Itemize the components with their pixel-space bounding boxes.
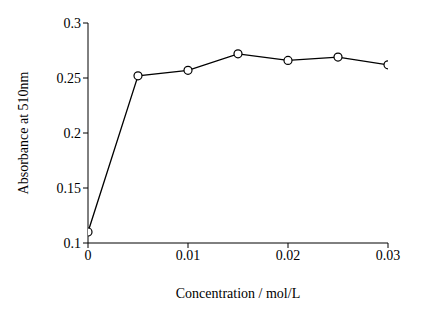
svg-text:Concentration / mol/L: Concentration / mol/L [176,286,300,301]
svg-text:0.1: 0.1 [64,236,82,251]
svg-text:0.03: 0.03 [376,248,401,263]
svg-text:0.15: 0.15 [57,181,82,196]
svg-text:0.02: 0.02 [276,248,301,263]
svg-text:0.01: 0.01 [176,248,201,263]
svg-text:0.2: 0.2 [64,126,82,141]
svg-text:0: 0 [85,248,92,263]
svg-text:0.3: 0.3 [64,16,82,31]
svg-text:Absorbance at 510nm: Absorbance at 510nm [16,71,31,194]
svg-text:0.25: 0.25 [57,71,82,86]
